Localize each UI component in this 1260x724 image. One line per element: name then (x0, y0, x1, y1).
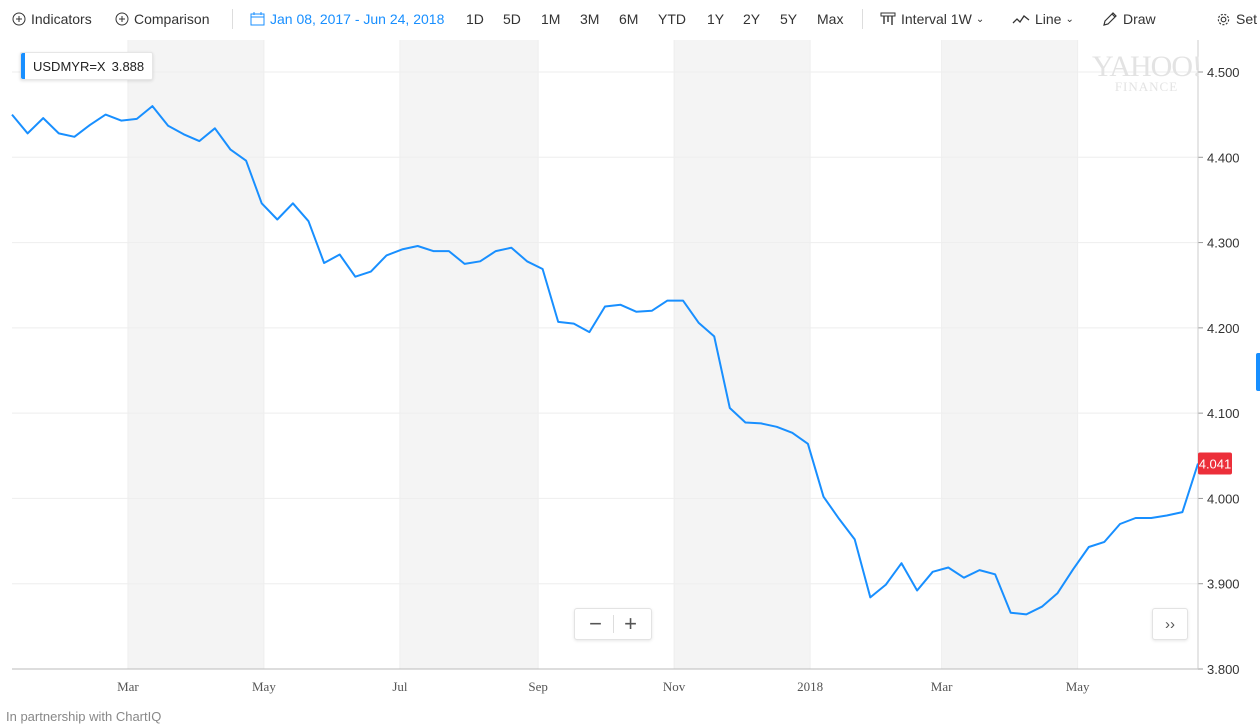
y-tick-label: 4.100 (1207, 406, 1240, 421)
gear-icon (1217, 13, 1230, 25)
comparison-label: Comparison (134, 11, 210, 27)
pencil-icon (1103, 12, 1117, 26)
last-price-tag (1198, 452, 1232, 475)
date-range-label: Jan 08, 2017 - Jun 24, 2018 (270, 11, 445, 27)
y-tick-label: 4.500 (1207, 65, 1240, 80)
x-tick-label: May (252, 679, 276, 694)
chart-type-button[interactable]: Line ⌄ (1012, 11, 1074, 27)
date-range-button[interactable]: Jan 08, 2017 - Jun 24, 2018 (250, 11, 444, 27)
interval-button[interactable]: Interval 1W ⌄ (880, 11, 984, 27)
range-6m[interactable]: 6M (619, 11, 639, 27)
partner-credit: In partnership with ChartIQ (6, 709, 162, 724)
scroll-to-end-button[interactable]: ›› (1152, 608, 1188, 640)
zoom-out-button[interactable]: − (589, 611, 602, 636)
chart-type-label: Line (1035, 11, 1062, 27)
month-band (941, 40, 1078, 669)
zoom-in-button[interactable]: + (624, 611, 637, 636)
symbol-legend: USDMYR=X 3.888 (20, 52, 154, 80)
plus-circle-icon (115, 12, 129, 26)
comparison-button[interactable]: Comparison (115, 11, 209, 27)
x-tick-label: Jul (392, 679, 408, 694)
range-1y[interactable]: 1Y (707, 11, 725, 27)
indicators-button[interactable]: Indicators (12, 11, 92, 27)
y-tick-label: 4.200 (1207, 321, 1240, 336)
range-ytd[interactable]: YTD (658, 11, 686, 27)
indicators-label: Indicators (31, 11, 92, 27)
range-5d[interactable]: 5D (503, 11, 521, 27)
range-5y[interactable]: 5Y (780, 11, 798, 27)
logo-line-1: YAHOO! (1092, 50, 1202, 83)
zoom-divider (612, 615, 614, 633)
month-band (674, 40, 811, 669)
x-tick-label: May (1066, 679, 1090, 694)
series-color-swatch (21, 53, 25, 79)
range-max[interactable]: Max (817, 11, 844, 27)
zoom-controls: − + (574, 608, 652, 640)
logo-line-2: FINANCE (1114, 79, 1179, 94)
y-tick-label: 4.000 (1207, 491, 1240, 506)
yahoo-finance-logo: YAHOO! FINANCE (1092, 50, 1202, 94)
y-tick-label: 4.300 (1207, 236, 1240, 251)
interval-label: Interval 1W (901, 11, 972, 27)
draw-label: Draw (1123, 11, 1156, 27)
range-2y[interactable]: 2Y (743, 11, 761, 27)
chart-area[interactable]: 4.500 4.400 4.300 4.200 4.100 4.000 3.900 3.800… (0, 40, 1260, 724)
side-panel-tab[interactable] (1256, 353, 1260, 391)
price-chart[interactable]: 4.500 4.400 4.300 4.200 4.100 4.000 3.900 3.800… (0, 40, 1260, 724)
chevron-down-icon: ⌄ (975, 13, 985, 25)
x-tick-label: 2018 (797, 679, 823, 694)
y-tick-label: 3.800 (1207, 662, 1240, 677)
settings-button[interactable]: Set (1216, 11, 1257, 27)
x-tick-label: Mar (117, 679, 139, 694)
chart-toolbar: Indicators Comparison Jan 08, 2017 - Jun… (0, 0, 1260, 40)
x-tick-label: Nov (663, 679, 686, 694)
calendar-icon (250, 12, 265, 26)
range-1m[interactable]: 1M (541, 11, 561, 27)
toolbar-divider (232, 9, 233, 29)
symbol-value: 3.888 (111, 58, 145, 74)
y-tick-label: 4.400 (1207, 150, 1240, 165)
chevron-down-icon: ⌄ (1065, 13, 1074, 25)
toolbar-divider (862, 9, 863, 29)
line-chart-icon (1012, 15, 1030, 24)
month-band (399, 40, 539, 669)
candle-icon (880, 12, 896, 25)
x-tick-label: Sep (528, 679, 548, 694)
range-1d[interactable]: 1D (466, 11, 484, 27)
range-3m[interactable]: 3M (580, 11, 600, 27)
symbol-name: USDMYR=X (33, 58, 106, 74)
settings-label: Set (1236, 11, 1258, 27)
y-tick-label: 3.900 (1207, 577, 1240, 592)
month-band (127, 40, 264, 669)
plus-circle-icon (12, 12, 26, 26)
last-price-label: 4.041 (1199, 456, 1232, 471)
x-tick-label: Mar (931, 679, 953, 694)
series-line-usdmyr (11, 105, 1199, 616)
draw-button[interactable]: Draw (1102, 11, 1156, 27)
